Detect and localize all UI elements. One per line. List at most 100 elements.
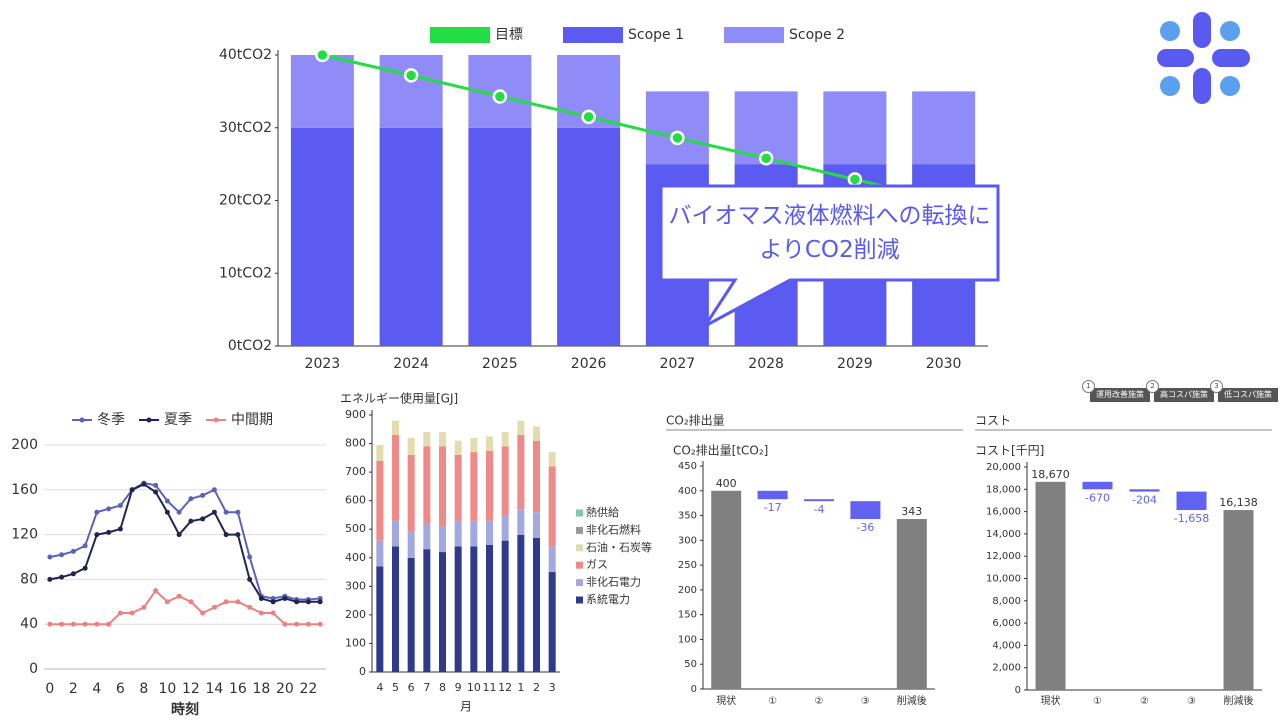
series-point: [270, 610, 276, 616]
bar-segment: [548, 466, 556, 547]
series-point: [176, 593, 182, 599]
y-tick-label: 400: [678, 486, 697, 497]
series-line: [322, 53, 944, 202]
y-tick-label: 0: [1015, 685, 1021, 696]
bar-segment: [392, 434, 399, 521]
data-label: -17: [764, 501, 782, 514]
delta-bar: [1082, 481, 1113, 490]
bar-segment: [486, 450, 493, 521]
x-tick-label: 2024: [393, 356, 429, 372]
series-point: [847, 172, 863, 187]
y-tick-label: 0: [691, 684, 697, 695]
series-point: [153, 588, 159, 594]
x-tick-label: 2029: [837, 356, 873, 372]
series-point: [117, 526, 123, 532]
filter-button[interactable]: 1 運用改善施策: [1082, 380, 1150, 402]
legend-swatch: [576, 544, 583, 552]
delta-bar: [757, 490, 788, 500]
legend-swatch: [576, 526, 583, 534]
bar-segment: [407, 557, 415, 672]
y-tick-label: 0: [359, 665, 366, 678]
series-point: [211, 604, 217, 610]
series-point: [59, 574, 65, 580]
series-point: [223, 532, 229, 538]
x-tick-label: 20: [276, 681, 294, 697]
legend-label: 非化石電力: [586, 575, 641, 589]
y-tick-label: 20,000: [986, 462, 1021, 473]
bar-segment: [439, 526, 446, 553]
legend-swatch: [576, 579, 583, 587]
x-tick-label: 2026: [571, 356, 607, 372]
legend-label: 中間期: [231, 412, 273, 428]
bar-segment: [470, 520, 478, 547]
filter-button[interactable]: 2 高コスパ施策: [1146, 380, 1214, 402]
bar-segment: [407, 437, 415, 455]
x-tick-label: 6: [116, 681, 125, 697]
total-bar: [711, 490, 742, 689]
bar-segment: [486, 520, 493, 545]
bar-segment: [392, 520, 399, 547]
filter-button[interactable]: 3 低コスパ施策: [1210, 380, 1278, 402]
section-title: コスト: [975, 414, 1011, 428]
bar-segment: [548, 546, 556, 573]
y-tick-label: 600: [345, 494, 366, 507]
y-tick-label: 40tCO2: [219, 47, 272, 63]
x-axis-label: 月: [460, 700, 472, 714]
delta-bar: [850, 501, 881, 520]
series-point: [211, 487, 217, 493]
x-tick-label: 9: [455, 681, 462, 694]
x-tick-label: 12: [182, 681, 200, 697]
bar-segment: [533, 537, 540, 672]
section-title: CO₂排出量: [666, 414, 725, 428]
data-label: -1,658: [1174, 512, 1209, 525]
y-tick-label: 700: [345, 465, 366, 478]
bar-segment: [423, 432, 431, 447]
bar-segment: [376, 540, 384, 567]
data-label: -36: [856, 521, 874, 534]
bar-segment: [376, 566, 384, 672]
bar-segment: [423, 523, 431, 550]
x-tick-label: 4: [92, 681, 101, 697]
series-point: [223, 509, 229, 515]
bar-segment: [407, 532, 415, 558]
legend-label: 熱供給: [586, 505, 619, 519]
legend-swatch: [213, 417, 219, 423]
x-tick-label: 12: [498, 681, 512, 694]
y-tick-label: 12,000: [986, 551, 1021, 562]
x-tick-label: ①: [768, 696, 777, 707]
legend-swatch: [146, 417, 152, 423]
y-tick-label: 400: [345, 551, 366, 564]
series-point: [200, 516, 206, 522]
series-point: [235, 509, 241, 515]
y-tick-label: 160: [11, 482, 38, 498]
bar-segment: [517, 534, 525, 672]
x-tick-label: 1: [517, 681, 524, 694]
series-point: [294, 599, 300, 605]
x-axis-label: 時刻: [171, 701, 199, 718]
x-tick-label: 22: [299, 681, 317, 697]
y-tick-label: 50: [684, 659, 697, 670]
series-point: [282, 595, 288, 601]
bar-segment: [423, 446, 431, 524]
data-label: 16,138: [1219, 496, 1258, 509]
y-tick-label: 40: [20, 616, 38, 632]
x-tick-label: 2023: [305, 356, 341, 372]
y-tick-label: 10,000: [986, 574, 1021, 585]
x-tick-label: 7: [423, 681, 430, 694]
series-point: [176, 532, 182, 538]
series-line: [49, 483, 321, 603]
x-tick-label: 11: [483, 681, 497, 694]
x-tick-label: 14: [205, 681, 223, 697]
y-tick-label: 450: [678, 461, 697, 472]
y-tick-label: 200: [345, 608, 366, 621]
bar-segment: [376, 460, 384, 541]
bar-segment: [470, 546, 478, 672]
series-point: [153, 489, 159, 495]
series-point: [294, 621, 300, 627]
legend-label: 目標: [495, 27, 523, 43]
series-point: [82, 565, 88, 571]
x-tick-label: 8: [139, 681, 148, 697]
x-tick-label: 削減後: [1224, 694, 1254, 707]
x-tick-label: 0: [45, 681, 54, 697]
series-point: [94, 509, 100, 515]
